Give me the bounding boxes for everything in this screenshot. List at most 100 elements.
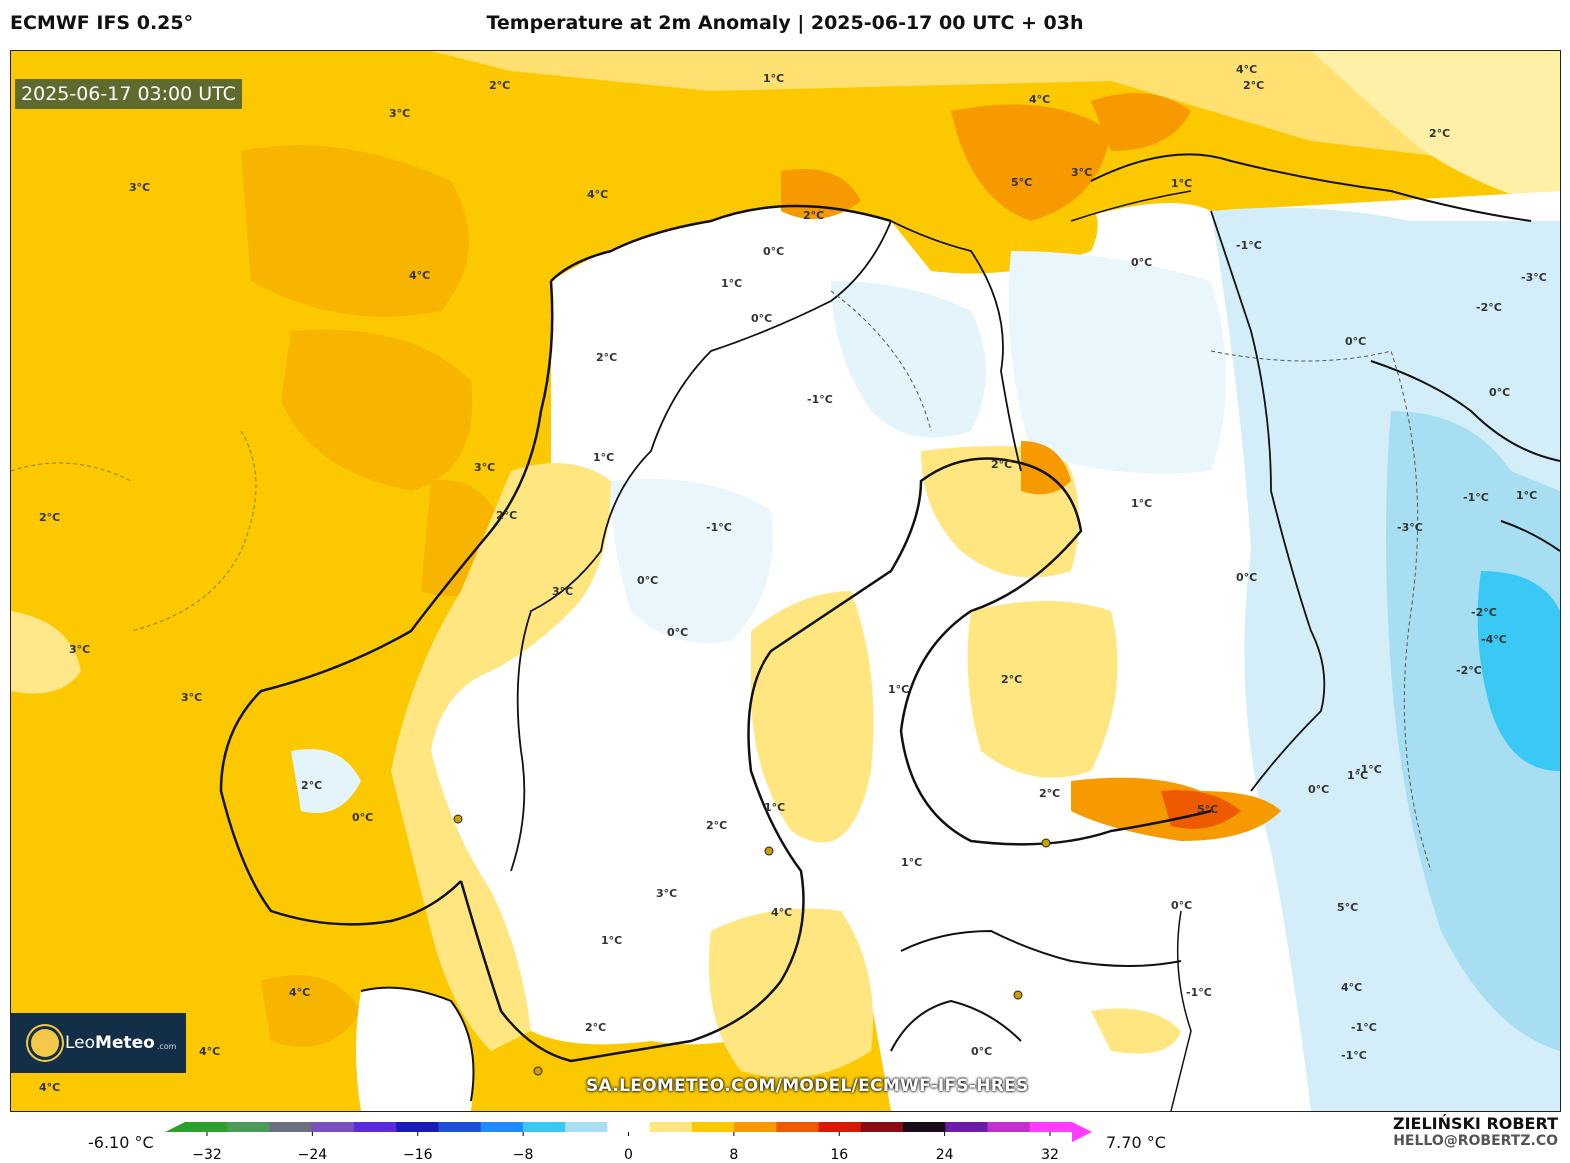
warm-pocket <box>281 329 473 491</box>
baltic-land <box>891 928 1191 1111</box>
colorbar-tick-label: 32 <box>1041 1147 1059 1163</box>
contour-label: 4°C <box>409 269 430 282</box>
valid-time-badge: 2025-06-17 03:00 UTC <box>15 79 242 109</box>
hot-spot <box>1091 93 1191 151</box>
chart-title: Temperature at 2m Anomaly | 2025-06-17 0… <box>486 12 1084 34</box>
contour-label: 1°C <box>901 856 922 869</box>
border-finland-russia <box>1210 210 1326 792</box>
contour-labels: 1°C 2°C 3°C 3°C 4°C 4°C 4°C 3°C 4°C 5°C … <box>39 63 1547 1094</box>
colorbar-segment <box>227 1122 270 1132</box>
contour-label: 1°C <box>1347 769 1368 782</box>
contour-label: -2°C <box>1456 664 1482 677</box>
coastline-finland <box>899 459 1212 846</box>
contour-label: 5°C <box>1337 901 1358 914</box>
contour-label: 2°C <box>496 509 517 522</box>
border-sweden-finland <box>890 220 1022 472</box>
contour-label: -3°C <box>1397 521 1423 534</box>
isoline <box>1210 350 1432 872</box>
contour-label: 3°C <box>69 643 90 656</box>
leometeo-logo[interactable]: LeoMeteo .com <box>11 1013 186 1073</box>
contour-label: 1°C <box>601 934 622 947</box>
logo-domain: .com <box>156 1041 177 1051</box>
contour-label: 2°C <box>489 79 510 92</box>
city-dot <box>764 846 774 856</box>
contour-label: 4°C <box>1341 981 1362 994</box>
source-url[interactable]: SA.LEOMETEO.COM/MODEL/ECMWF-IFS-HRES <box>586 1076 1029 1096</box>
anomaly-map[interactable]: 1°C 2°C 3°C 3°C 4°C 4°C 4°C 3°C 4°C 5°C … <box>10 50 1561 1112</box>
contour-label: 4°C <box>1029 93 1050 106</box>
colorbar-segment <box>522 1122 566 1132</box>
contour-label: 3°C <box>129 181 150 194</box>
contour-label: 5°C <box>1011 176 1032 189</box>
author-credit: ZIELIŃSKI ROBERT HELLO@ROBERTZ.CO <box>1393 1114 1558 1149</box>
cold-core <box>1477 571 1560 771</box>
contour-label: -4°C <box>1481 633 1507 646</box>
pale-area <box>431 51 1560 171</box>
contour-label: 0°C <box>1131 256 1152 269</box>
contour-label: 4°C <box>771 906 792 919</box>
colorbar-tick-label: −24 <box>298 1147 328 1163</box>
colorbar-segment <box>438 1122 482 1132</box>
colorbar-tick-label: −32 <box>192 1147 222 1163</box>
hot-spot <box>1021 441 1071 495</box>
colorbar-right-arrow <box>1072 1122 1092 1142</box>
colorbar-min-label: -6.10 °C <box>88 1133 154 1152</box>
denmark <box>356 987 474 1111</box>
baltic-warm <box>1091 1008 1181 1054</box>
contour-label: 1°C <box>721 277 742 290</box>
coastline-norway <box>219 204 892 926</box>
coastline-denmark <box>360 986 475 1102</box>
contour-label: -1°C <box>1463 491 1489 504</box>
cold-area <box>1386 411 1560 1051</box>
contour-label: 0°C <box>637 574 658 587</box>
city-dot <box>533 1066 543 1076</box>
author-name: ZIELIŃSKI ROBERT <box>1392 1114 1558 1133</box>
coastline-russia <box>1090 153 1560 552</box>
contour-label: 2°C <box>1001 673 1022 686</box>
border-norway-russia <box>1070 190 1192 222</box>
pale-area <box>11 611 81 694</box>
contour-label: 2°C <box>1429 127 1450 140</box>
colorbar-segment <box>185 1122 228 1132</box>
colorbar-tick-label: 8 <box>729 1147 738 1163</box>
border-estonia-russia <box>1170 910 1192 1111</box>
contour-label: 4°C <box>199 1045 220 1058</box>
colorbar-tick-label: 16 <box>830 1147 848 1163</box>
map-canvas: 1°C 2°C 3°C 3°C 4°C 4°C 4°C 3°C 4°C 5°C … <box>11 51 1560 1111</box>
contour-label: 2°C <box>706 819 727 832</box>
colorbar-segment <box>565 1122 608 1132</box>
contour-label: 2°C <box>301 779 322 792</box>
colorbar-segment <box>734 1122 777 1132</box>
colorbar-segments <box>185 1122 1073 1132</box>
contour-label: -2°C <box>1471 606 1497 619</box>
hot-spot <box>1161 790 1241 829</box>
contour-label: -1°C <box>1236 239 1262 252</box>
contour-label: -1°C <box>1356 763 1382 776</box>
contour-label: 3°C <box>474 461 495 474</box>
warm-pocket <box>261 975 361 1047</box>
contour-label: 1°C <box>593 451 614 464</box>
contour-label: 0°C <box>1308 783 1329 796</box>
contour-label: 2°C <box>39 511 60 524</box>
city-dot <box>1013 990 1023 1000</box>
author-email[interactable]: HELLO@ROBERTZ.CO <box>1393 1133 1558 1149</box>
contour-label: -1°C <box>1186 986 1212 999</box>
colorbar-segment <box>945 1122 989 1132</box>
isoline <box>830 290 932 432</box>
contour-label: 3°C <box>552 585 573 598</box>
warm-pocket <box>241 145 469 317</box>
contour-label: 2°C <box>991 458 1012 471</box>
hot-spot <box>951 104 1111 221</box>
cold-area <box>831 281 986 438</box>
colorbar-segment <box>903 1122 946 1132</box>
colorbar-segment <box>353 1122 397 1132</box>
contour-label: 1°C <box>1516 489 1537 502</box>
colorbar-ticks: −32 −24 −16 −8 0 8 16 24 32 <box>192 1132 1059 1163</box>
contour-label: -2°C <box>1476 301 1502 314</box>
finland-warm <box>967 601 1118 778</box>
contour-label: 2°C <box>596 351 617 364</box>
contour-label: 3°C <box>656 887 677 900</box>
colorbar-segment <box>480 1122 524 1132</box>
contour-label: -1°C <box>807 393 833 406</box>
contour-label: 1°C <box>1171 177 1192 190</box>
